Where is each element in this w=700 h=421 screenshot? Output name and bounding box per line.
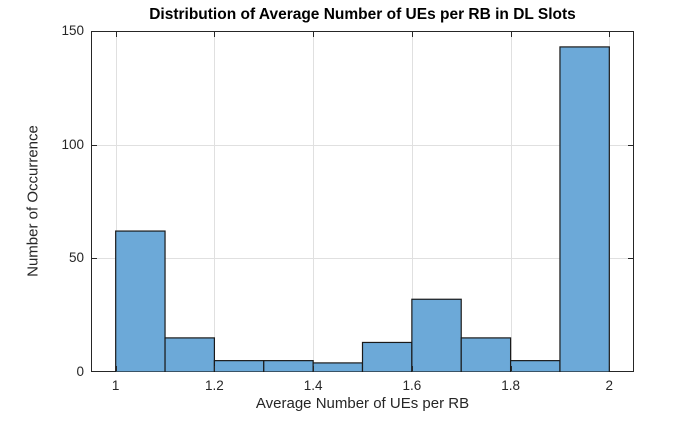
- x-tick-label: 1.2: [205, 378, 224, 393]
- plot-area: [91, 31, 634, 372]
- x-tick-label: 1.6: [402, 378, 422, 393]
- histogram-bar: [460, 337, 512, 372]
- histogram-bar: [115, 230, 166, 372]
- chart-title: Distribution of Average Number of UEs pe…: [149, 6, 576, 23]
- histogram-bar: [312, 362, 364, 372]
- x-tick-label: 1.8: [501, 378, 520, 393]
- histogram-bar: [263, 360, 314, 372]
- x-tick-label: 1: [111, 378, 120, 393]
- y-tick-label: 0: [76, 364, 84, 379]
- histogram-bar: [164, 337, 216, 372]
- x-tick-label: 1.4: [303, 378, 323, 393]
- histogram-bar: [361, 341, 413, 372]
- histogram-bar: [411, 298, 462, 372]
- histogram-bar: [213, 360, 265, 372]
- histogram-bar: [559, 46, 610, 372]
- y-tick-label: 50: [68, 250, 84, 266]
- y-tick-label: 150: [61, 23, 84, 38]
- histogram-bar: [509, 360, 561, 372]
- y-tick-label: 100: [61, 136, 84, 152]
- histogram-plot: [91, 31, 634, 372]
- axes-box: [91, 31, 634, 372]
- x-tick-label: 2: [605, 378, 614, 393]
- x-axis-label: Average Number of UEs per RB: [255, 395, 470, 412]
